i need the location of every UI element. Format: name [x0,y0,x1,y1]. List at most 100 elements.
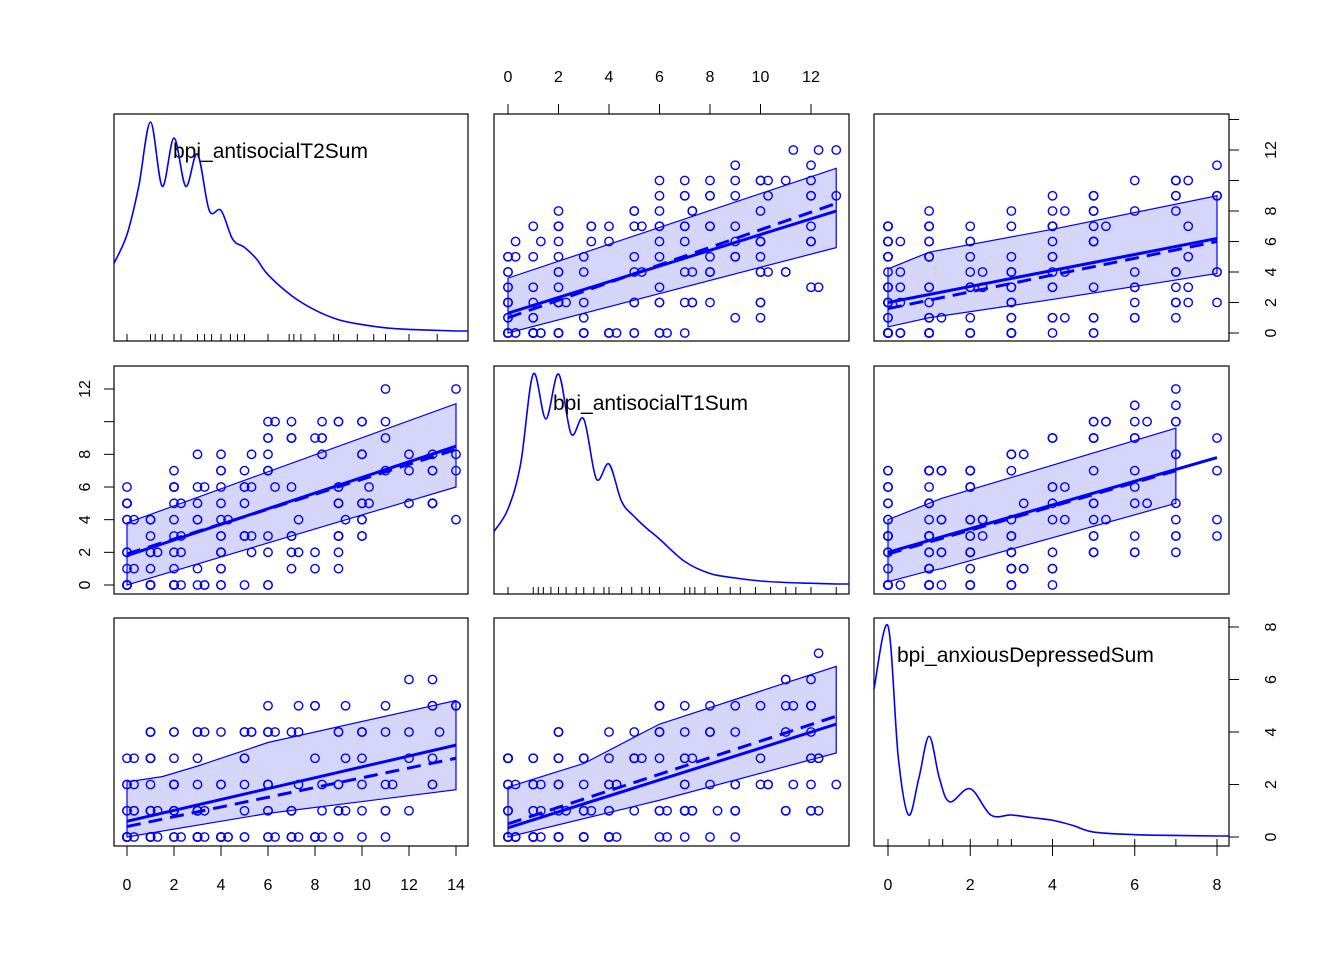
data-point [654,328,665,338]
data-point [705,175,715,186]
data-point [286,563,297,574]
data-point [1129,267,1140,277]
data-point [883,282,893,293]
data-point [936,465,947,476]
y-tick-label-left: 6 [77,482,94,491]
diag-label-ad: bpi_anxiousDepressedSum [897,644,1154,667]
data-point [806,779,816,790]
labels-layer: bpi_antisocialT2Sum bpi_antisocialT1Sum … [173,140,1154,667]
data-point [755,779,766,790]
data-point [1006,531,1017,541]
y-tick-label-right: 0 [1263,832,1280,841]
data-point [239,753,250,764]
data-point [578,753,589,764]
data-point [357,727,367,737]
data-point [705,727,715,737]
data-point [763,175,773,186]
data-point [1006,449,1017,460]
data-point [629,221,640,232]
data-point [357,498,367,509]
data-point [169,514,179,525]
data-point [662,832,672,842]
data-point [1212,433,1222,443]
data-point [357,779,367,790]
data-point [364,482,374,492]
data-point [965,547,976,558]
data-point [553,221,564,232]
data-point [654,753,665,764]
data-point [654,832,665,842]
data-point [293,547,304,558]
data-point [1006,312,1017,323]
data-point [788,700,799,711]
data-point [246,449,257,460]
data-point [965,580,976,590]
data-point [924,482,935,492]
data-point [1183,282,1194,293]
data-point [1088,498,1099,509]
data-point [1183,297,1194,308]
data-point [924,547,935,558]
data-point [780,805,791,816]
data-point [604,832,614,842]
data-point [1006,251,1017,262]
data-point [679,700,690,711]
data-point [380,779,391,790]
data-point [510,236,521,247]
data-point [654,297,665,308]
data-point [604,236,614,247]
data-point [1170,384,1181,394]
data-point [246,531,257,541]
data-point [883,221,893,232]
data-point [1183,221,1194,232]
data-point [755,175,766,186]
data-point [965,251,976,262]
x-tick-label: 0 [123,877,132,894]
data-point [965,221,976,232]
data-point [510,251,521,262]
x-tick-label: 12 [400,877,418,894]
data-point [883,236,893,247]
data-point [553,727,564,737]
data-point [654,236,665,247]
data-point [730,251,741,262]
x-tick-label-top: 12 [802,69,820,86]
data-point [1006,563,1017,574]
y-tick-label-left: 2 [77,548,94,557]
density-curve [873,623,1229,837]
data-point [1129,175,1140,186]
data-point [780,175,791,186]
regression-line [887,236,1218,304]
data-point [404,727,414,737]
data-point [1047,433,1058,443]
data-point [578,805,589,816]
data-point [1129,531,1140,541]
data-point [578,297,589,308]
data-point [427,498,438,509]
data-point [404,805,414,816]
data-point [679,175,690,186]
data-point [936,514,947,525]
data-point [687,805,698,816]
data-point [317,416,327,427]
data-point [1059,482,1070,492]
data-point [427,779,438,790]
data-point [1047,190,1058,201]
data-point [286,547,297,558]
data-point [604,221,614,232]
smooth-line [507,201,837,320]
data-point [965,267,976,277]
data-point [654,251,665,262]
data-point [813,648,824,659]
data-point [169,465,179,476]
data-point [1170,514,1181,525]
data-point [145,563,156,574]
data-point [451,700,461,711]
data-point [1170,297,1181,308]
data-point [263,727,273,737]
data-point [286,531,297,541]
data-point [310,563,320,574]
y-tick-label-left: 4 [77,515,94,524]
data-point [270,482,280,492]
data-point [763,779,773,790]
